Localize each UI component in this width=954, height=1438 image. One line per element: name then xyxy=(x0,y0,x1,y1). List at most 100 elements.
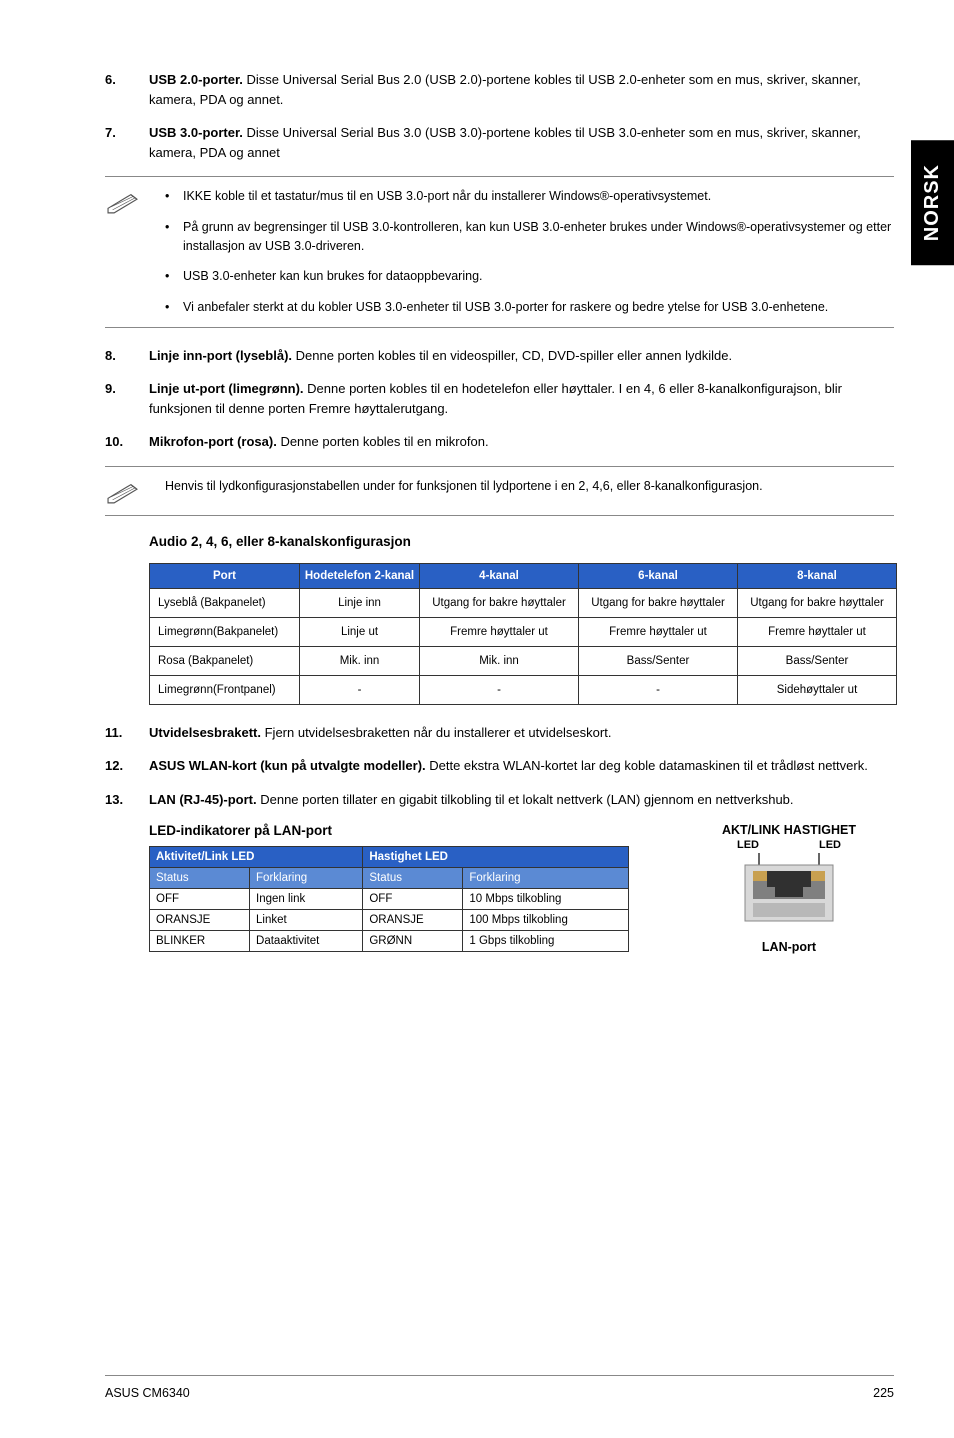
list-item: 9. Linje ut-port (limegrønn). Denne port… xyxy=(105,379,894,418)
audio-heading: Audio 2, 4, 6, eller 8-kanalskonfigurasj… xyxy=(149,534,894,549)
diagram-labels: LED LED xyxy=(684,839,894,851)
note-block: Henvis til lydkonfigurasjonstabellen und… xyxy=(105,466,894,516)
table-row: Rosa (Bakpanelet)Mik. innMik. innBass/Se… xyxy=(150,646,897,675)
table-header-row: Aktivitet/Link LED Hastighet LED xyxy=(150,847,629,868)
note-content: •IKKE koble til et tastatur/mus til en U… xyxy=(165,187,894,317)
led-section: LED-indikatorer på LAN-port Aktivitet/Li… xyxy=(149,823,894,954)
list-item: 6. USB 2.0-porter. Disse Universal Seria… xyxy=(105,70,894,109)
pencil-icon xyxy=(105,187,165,317)
table-subheader: Status xyxy=(363,868,463,889)
table-cell: Bass/Senter xyxy=(579,646,738,675)
table-cell: ORANSJE xyxy=(150,910,250,931)
list-item: 13. LAN (RJ-45)-port. Denne porten tilla… xyxy=(105,790,894,810)
table-cell: Utgang for bakre høyttaler xyxy=(579,588,738,617)
item-title: Linje inn-port (lyseblå). xyxy=(149,348,292,363)
table-cell: Mik. inn xyxy=(300,646,420,675)
item-number: 7. xyxy=(105,123,149,162)
bullet-dot: • xyxy=(165,218,183,256)
led-table: Aktivitet/Link LED Hastighet LED Status … xyxy=(149,846,629,952)
item-body: Denne porten kobles til en mikrofon. xyxy=(277,434,489,449)
item-text: Mikrofon-port (rosa). Denne porten koble… xyxy=(149,432,894,452)
table-cell: Utgang for bakre høyttaler xyxy=(420,588,579,617)
table-cell: OFF xyxy=(150,889,250,910)
table-cell: - xyxy=(420,675,579,704)
table-subheader-row: Status Forklaring Status Forklaring xyxy=(150,868,629,889)
table-cell: Fremre høyttaler ut xyxy=(738,617,897,646)
note-content: Henvis til lydkonfigurasjonstabellen und… xyxy=(165,477,894,505)
item-title: ASUS WLAN-kort (kun på utvalgte modeller… xyxy=(149,758,426,773)
table-cell: Linje ut xyxy=(300,617,420,646)
list-item: 7. USB 3.0-porter. Disse Universal Seria… xyxy=(105,123,894,162)
table-cell: Limegrønn(Bakpanelet) xyxy=(150,617,300,646)
table-subheader: Forklaring xyxy=(250,868,363,889)
table-header: Hodetelefon 2-kanal xyxy=(300,563,420,588)
bullet-dot: • xyxy=(165,187,183,206)
table-cell: Linje inn xyxy=(300,588,420,617)
table-cell: 100 Mbps tilkobling xyxy=(463,910,629,931)
table-cell: BLINKER xyxy=(150,931,250,952)
table-row: Limegrønn(Bakpanelet)Linje utFremre høyt… xyxy=(150,617,897,646)
item-number: 6. xyxy=(105,70,149,109)
table-cell: Linket xyxy=(250,910,363,931)
table-cell: Limegrønn(Frontpanel) xyxy=(150,675,300,704)
item-body: Denne porten kobles til en videospiller,… xyxy=(292,348,732,363)
table-row: OFFIngen linkOFF10 Mbps tilkobling xyxy=(150,889,629,910)
footer-left: ASUS CM6340 xyxy=(105,1386,190,1400)
item-text: Linje ut-port (limegrønn). Denne porten … xyxy=(149,379,894,418)
table-cell: Utgang for bakre høyttaler xyxy=(738,588,897,617)
item-text: USB 2.0-porter. Disse Universal Serial B… xyxy=(149,70,894,109)
table-cell: Mik. inn xyxy=(420,646,579,675)
lan-port-icon xyxy=(729,853,849,933)
led-diagram: AKT/LINK HASTIGHET LED LED LAN-port xyxy=(684,823,894,954)
item-body: Disse Universal Serial Bus 2.0 (USB 2.0)… xyxy=(149,72,861,107)
table-cell: Rosa (Bakpanelet) xyxy=(150,646,300,675)
item-title: Utvidelsesbrakett. xyxy=(149,725,261,740)
item-number: 13. xyxy=(105,790,149,810)
diagram-heading: AKT/LINK HASTIGHET xyxy=(684,823,894,837)
item-number: 8. xyxy=(105,346,149,366)
bullet-dot: • xyxy=(165,298,183,317)
table-cell: Fremre høyttaler ut xyxy=(579,617,738,646)
table-cell: Fremre høyttaler ut xyxy=(420,617,579,646)
table-row: ORANSJELinketORANSJE100 Mbps tilkobling xyxy=(150,910,629,931)
table-cell: - xyxy=(300,675,420,704)
table-cell: GRØNN xyxy=(363,931,463,952)
table-header-row: Port Hodetelefon 2-kanal 4-kanal 6-kanal… xyxy=(150,563,897,588)
footer-right: 225 xyxy=(873,1386,894,1400)
note-block: •IKKE koble til et tastatur/mus til en U… xyxy=(105,176,894,328)
note-text: USB 3.0-enheter kan kun brukes for datao… xyxy=(183,267,483,286)
port-label: LAN-port xyxy=(684,940,894,954)
item-body: Denne porten tillater en gigabit tilkobl… xyxy=(257,792,794,807)
pencil-icon xyxy=(105,477,165,505)
item-number: 12. xyxy=(105,756,149,776)
list-item: 10. Mikrofon-port (rosa). Denne porten k… xyxy=(105,432,894,452)
note-text: Henvis til lydkonfigurasjonstabellen und… xyxy=(165,477,894,496)
item-title: USB 2.0-porter. xyxy=(149,72,243,87)
table-subheader: Forklaring xyxy=(463,868,629,889)
table-row: BLINKERDataaktivitetGRØNN1 Gbps tilkobli… xyxy=(150,931,629,952)
led-table-container: LED-indikatorer på LAN-port Aktivitet/Li… xyxy=(149,823,684,954)
item-text: Utvidelsesbrakett. Fjern utvidelsesbrake… xyxy=(149,723,894,743)
table-cell: Bass/Senter xyxy=(738,646,897,675)
table-header: 4-kanal xyxy=(420,563,579,588)
item-number: 9. xyxy=(105,379,149,418)
led-label: LED xyxy=(819,839,841,851)
table-header: 8-kanal xyxy=(738,563,897,588)
item-title: LAN (RJ-45)-port. xyxy=(149,792,257,807)
table-subheader: Status xyxy=(150,868,250,889)
item-body: Disse Universal Serial Bus 3.0 (USB 3.0)… xyxy=(149,125,861,160)
table-cell: - xyxy=(579,675,738,704)
item-title: USB 3.0-porter. xyxy=(149,125,243,140)
list-item: 12. ASUS WLAN-kort (kun på utvalgte mode… xyxy=(105,756,894,776)
audio-table: Port Hodetelefon 2-kanal 4-kanal 6-kanal… xyxy=(149,563,897,705)
item-number: 10. xyxy=(105,432,149,452)
item-body: Dette ekstra WLAN-kortet lar deg koble d… xyxy=(426,758,868,773)
item-text: LAN (RJ-45)-port. Denne porten tillater … xyxy=(149,790,894,810)
table-cell: Dataaktivitet xyxy=(250,931,363,952)
table-cell: ORANSJE xyxy=(363,910,463,931)
table-header: Hastighet LED xyxy=(363,847,629,868)
item-number: 11. xyxy=(105,723,149,743)
table-cell: Sidehøyttaler ut xyxy=(738,675,897,704)
note-text: På grunn av begrensinger til USB 3.0-kon… xyxy=(183,218,894,256)
table-header: Port xyxy=(150,563,300,588)
